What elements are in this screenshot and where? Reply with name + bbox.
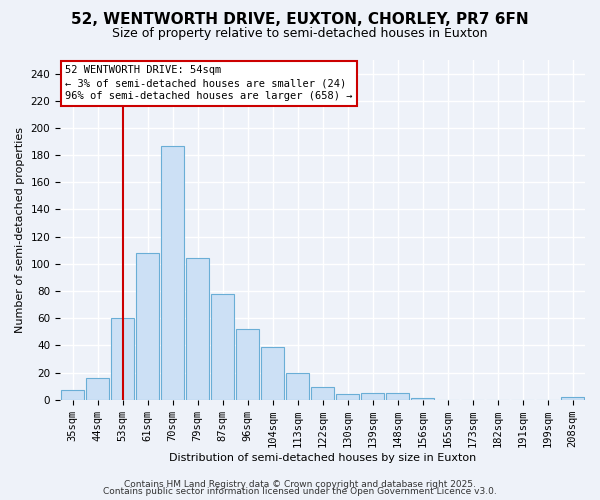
Bar bbox=[136, 253, 160, 400]
Bar bbox=[86, 378, 109, 400]
Text: Contains public sector information licensed under the Open Government Licence v3: Contains public sector information licen… bbox=[103, 487, 497, 496]
Text: 52, WENTWORTH DRIVE, EUXTON, CHORLEY, PR7 6FN: 52, WENTWORTH DRIVE, EUXTON, CHORLEY, PR… bbox=[71, 12, 529, 28]
Bar bbox=[185, 258, 209, 400]
Bar bbox=[286, 372, 310, 400]
Bar bbox=[361, 393, 385, 400]
Bar bbox=[61, 390, 85, 400]
Text: 52 WENTWORTH DRIVE: 54sqm
← 3% of semi-detached houses are smaller (24)
96% of s: 52 WENTWORTH DRIVE: 54sqm ← 3% of semi-d… bbox=[65, 65, 353, 102]
Bar bbox=[335, 394, 359, 400]
Bar bbox=[560, 397, 584, 400]
Bar bbox=[260, 346, 284, 400]
Bar bbox=[410, 398, 434, 400]
Text: Size of property relative to semi-detached houses in Euxton: Size of property relative to semi-detach… bbox=[112, 28, 488, 40]
Y-axis label: Number of semi-detached properties: Number of semi-detached properties bbox=[15, 127, 25, 333]
Bar bbox=[311, 388, 334, 400]
Bar bbox=[211, 294, 235, 400]
X-axis label: Distribution of semi-detached houses by size in Euxton: Distribution of semi-detached houses by … bbox=[169, 452, 476, 462]
Bar bbox=[110, 318, 134, 400]
Bar bbox=[236, 329, 259, 400]
Bar bbox=[386, 393, 409, 400]
Text: Contains HM Land Registry data © Crown copyright and database right 2025.: Contains HM Land Registry data © Crown c… bbox=[124, 480, 476, 489]
Bar bbox=[161, 146, 184, 400]
